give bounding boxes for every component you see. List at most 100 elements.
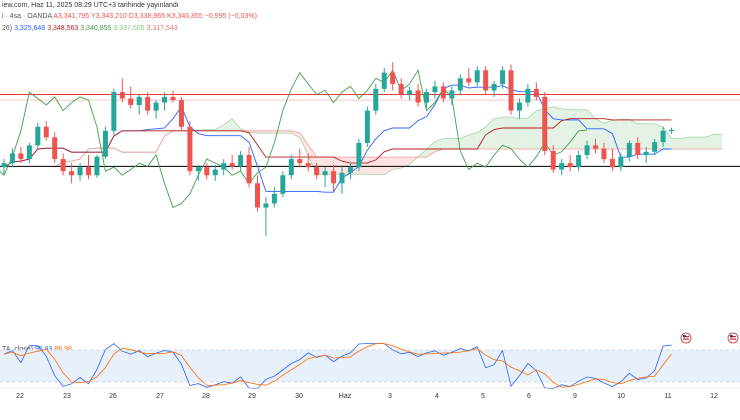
candle-body <box>238 155 244 167</box>
us-flag-icon <box>727 332 739 344</box>
x-tick-label: 29 <box>248 393 256 400</box>
cloud-segment <box>637 123 647 149</box>
candle <box>305 153 311 172</box>
candle <box>195 164 201 181</box>
cloud-segment <box>688 137 697 149</box>
header-line-1: iew.com, Haz 11, 2025 08:29 UTC+3 tarihi… <box>2 2 179 9</box>
candle <box>339 167 345 194</box>
candle <box>609 148 615 172</box>
candle-body <box>559 163 565 170</box>
cloud-segment <box>282 130 292 134</box>
candle <box>170 90 176 103</box>
cloud-segment <box>511 117 520 149</box>
high-value: 3,343,210 <box>95 13 127 20</box>
candle <box>43 121 49 141</box>
candle-body <box>1 163 7 168</box>
cloud-segment <box>680 137 689 149</box>
candle <box>255 175 260 212</box>
candle-body <box>94 156 100 176</box>
candle-body <box>466 78 472 83</box>
candle-body <box>162 96 168 103</box>
candle <box>69 163 75 184</box>
symbol-info: i · 4sa · OANDA <box>2 13 52 20</box>
candle <box>128 86 134 109</box>
candle-body <box>322 171 328 176</box>
ichimoku-lagging-value: 3,340,855 <box>80 25 112 32</box>
candle-body <box>263 203 269 208</box>
x-tick-label: 5 <box>481 393 485 400</box>
candle-body <box>373 88 379 111</box>
candle <box>280 171 286 198</box>
cloud-segment <box>333 157 342 175</box>
candle <box>424 88 429 109</box>
candle-body <box>550 151 556 170</box>
flag-canton <box>683 335 686 338</box>
flag-stripe <box>683 336 689 338</box>
candle-body <box>424 92 429 103</box>
candle <box>601 142 607 164</box>
candle-body <box>660 130 666 143</box>
cloud-segment <box>603 120 613 149</box>
candle <box>77 163 83 181</box>
cloud-segment <box>468 132 478 149</box>
candle-body <box>457 78 463 91</box>
cloud-segment <box>434 138 444 152</box>
cloud-segment <box>274 130 283 134</box>
candle <box>669 127 675 135</box>
leading-span-b-line <box>54 130 723 168</box>
candle <box>35 122 41 149</box>
candle-body <box>491 83 497 91</box>
ichimoku-conversion-value: 3,325,648 <box>14 25 46 32</box>
candle-body <box>432 86 438 93</box>
candle <box>1 159 7 176</box>
candle <box>288 155 294 180</box>
candle-body <box>567 163 573 168</box>
candle <box>550 145 556 173</box>
cloud-segment <box>392 157 402 170</box>
close-label: K <box>166 13 172 20</box>
open-value: 3,341,795 <box>58 13 90 20</box>
x-tick-label: 22 <box>16 393 24 400</box>
candle-body <box>516 102 522 111</box>
cloud-segment <box>570 109 579 149</box>
candle-body <box>136 96 142 105</box>
candle <box>533 82 539 101</box>
candle-body <box>635 142 641 156</box>
candle <box>314 163 320 180</box>
candle <box>432 80 438 99</box>
candle <box>643 146 649 164</box>
candle <box>204 163 210 180</box>
candle <box>508 64 514 115</box>
candle <box>94 155 100 178</box>
cloud-segment <box>325 157 334 175</box>
candle-body <box>440 86 446 99</box>
candle <box>398 78 404 99</box>
candle-body <box>187 126 193 172</box>
candle-body <box>9 153 15 164</box>
lagging-span-line <box>0 69 588 209</box>
candle <box>60 153 66 176</box>
change-value: −0,995 (−0,03%) <box>204 13 257 20</box>
candle <box>652 138 658 156</box>
candle-body <box>204 167 210 176</box>
us-flag-icon <box>680 332 692 344</box>
cloud-segment <box>375 157 385 175</box>
candle <box>660 126 666 147</box>
low-value: 3,338,965 <box>133 13 166 20</box>
x-tick-label: Haz <box>339 393 352 400</box>
cloud-segment <box>595 118 604 149</box>
candle <box>440 82 446 103</box>
candle <box>483 66 489 95</box>
candle-body <box>69 171 75 176</box>
x-tick-label: 11 <box>664 393 671 400</box>
candle-body <box>584 145 590 156</box>
candle <box>542 92 548 156</box>
candle-body <box>601 148 607 160</box>
cloud-segment <box>460 134 469 149</box>
candle <box>390 62 396 91</box>
candle-body <box>60 159 66 172</box>
cloud-segment <box>629 119 638 149</box>
candle-body <box>178 100 184 127</box>
candle-body <box>390 72 396 84</box>
